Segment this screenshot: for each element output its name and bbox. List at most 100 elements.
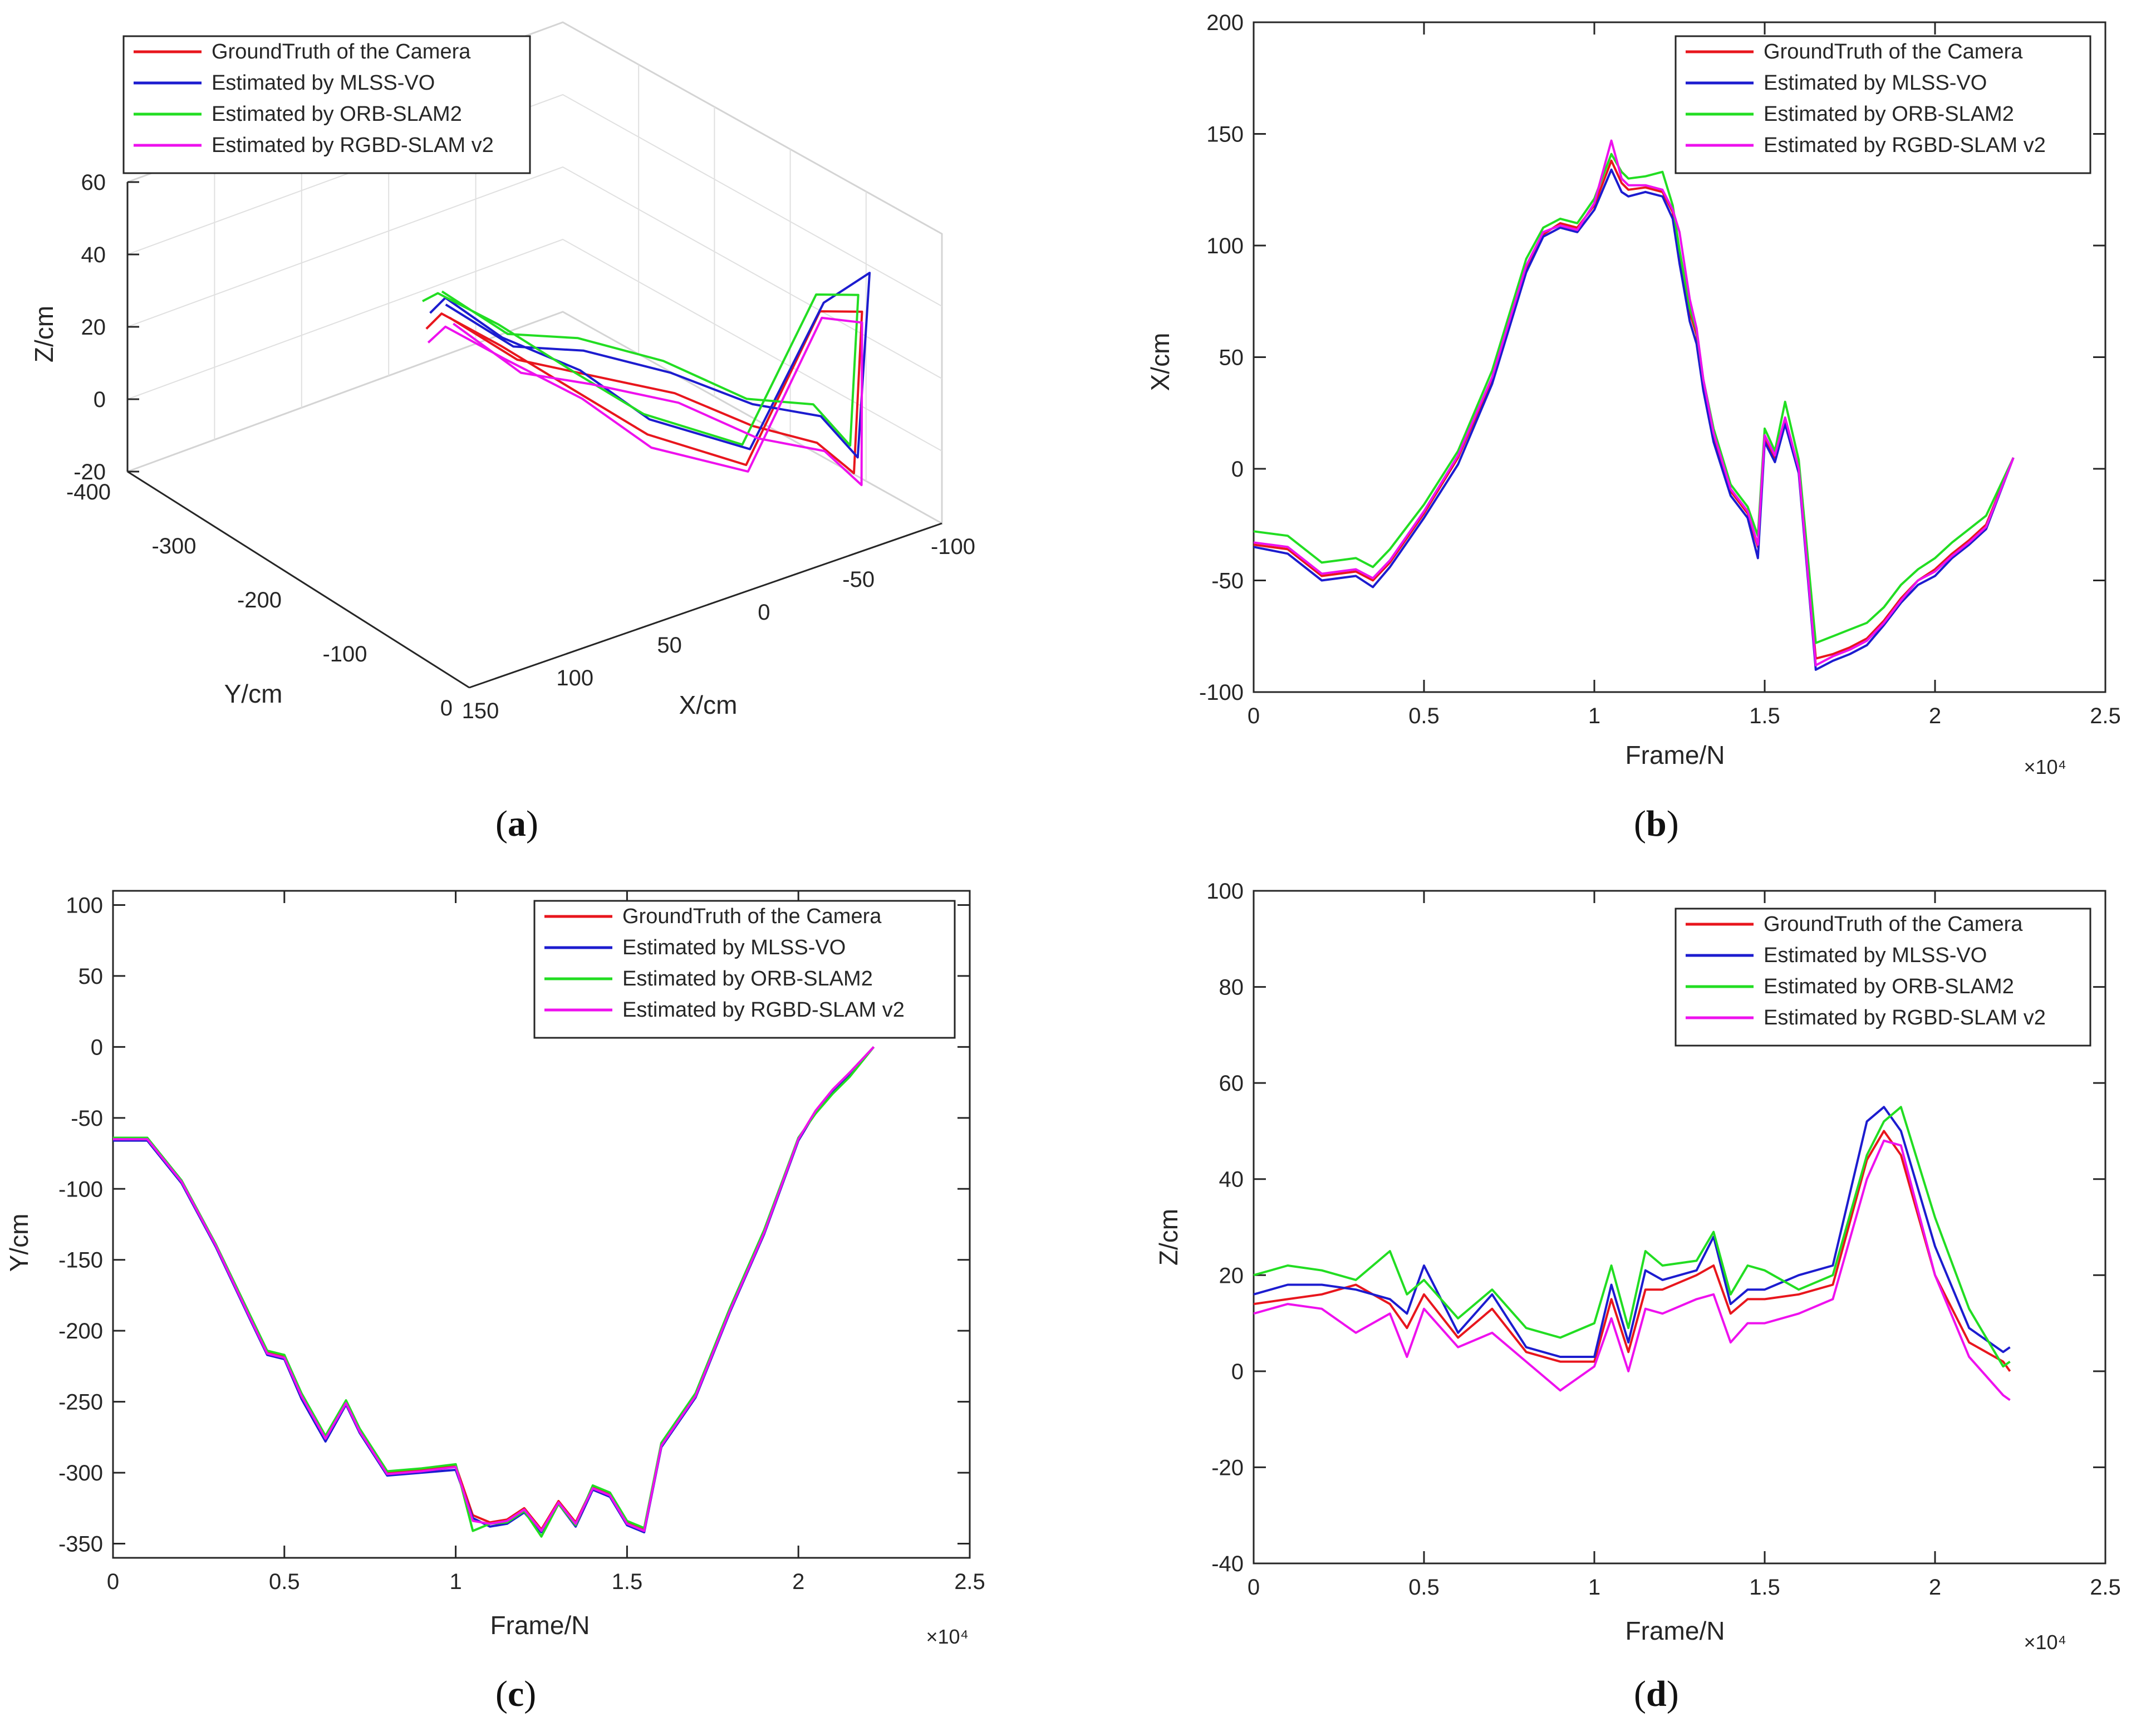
- panel-d-legend-label-orb-slam2: Estimated by ORB-SLAM2: [1764, 975, 2014, 998]
- c-series-mlss-vo: [113, 1046, 875, 1534]
- panel-b-legend-label-rgbd-slam-v2: Estimated by RGBD-SLAM v2: [1764, 134, 2046, 157]
- caption-d: (d): [1634, 1674, 1679, 1714]
- d-axes-box: [1253, 890, 2106, 1565]
- panel-b-ylabel: X/cm: [1146, 333, 1175, 391]
- d-xtick-label: 0.5: [1408, 1575, 1440, 1600]
- b-ytick-label: 100: [1206, 234, 1244, 258]
- b-ytick-label: 150: [1206, 122, 1244, 147]
- c-xtick-label: 0: [107, 1570, 119, 1594]
- panel-a-zlabel: Z/cm: [30, 306, 58, 362]
- panel-b-xlabel: Frame/N: [1626, 741, 1725, 769]
- b-ytick-label: -50: [1211, 569, 1244, 594]
- c-xtick-label: 1: [449, 1570, 461, 1594]
- d-xtick-label: 1.5: [1749, 1575, 1780, 1600]
- b-ytick-label: 200: [1206, 11, 1244, 35]
- panel-c-legend-label-mlss-vo: Estimated by MLSS-VO: [622, 936, 846, 959]
- c-xtick-label: 0.5: [269, 1570, 300, 1594]
- c-ytick-label: -100: [58, 1177, 103, 1202]
- d-xtick-label: 0: [1248, 1575, 1260, 1600]
- c-series-orb-slam2: [113, 1046, 875, 1538]
- panel-a-ztick-label: -20: [73, 460, 106, 484]
- panel-d-legend-label-mlss-vo: Estimated by MLSS-VO: [1764, 944, 1987, 967]
- panel-b-plot: 0 0.5 1 1.5 2 2.5 -100 -50 0 50 100 150 200: [1199, 11, 2121, 728]
- panel-a-xlabel: X/cm: [679, 690, 738, 719]
- panel-a-legend: GroundTruth of the Camera Estimated by ML…: [122, 35, 531, 174]
- b-xtick-label: 0: [1248, 704, 1260, 728]
- panel-a-legend-box: [122, 35, 531, 174]
- panel-d-xlabel: Frame/N: [1626, 1616, 1725, 1645]
- c-xtick-label: 2: [792, 1570, 804, 1594]
- d-series-rgbd-slam-v2: [1253, 1139, 2011, 1401]
- panel-b-legend-label-orb-slam2: Estimated by ORB-SLAM2: [1764, 102, 2014, 126]
- panel-c-plot: 0 0.5 1 1.5 2 2.5 -350 -300 -250 -200 -150 -100 -50 0…: [58, 890, 985, 1594]
- panel-a-gridline: [127, 166, 942, 379]
- panel-a-ticks: 6040200-200-100-200-300-400150100500-50-…: [66, 170, 975, 723]
- c-ytick-label: 100: [66, 893, 103, 918]
- d-ytick-label: 40: [1219, 1168, 1244, 1192]
- panel-d-legend: GroundTruth of the Camera Estimated by ML…: [1675, 908, 2091, 1047]
- panel-a-ytick-label: -400: [66, 480, 111, 504]
- caption-a: (a): [495, 803, 538, 844]
- c-ytick-label: 50: [78, 964, 104, 989]
- panel-a-xtick-label: -100: [931, 534, 975, 559]
- b-series-orb-slam2: [1253, 153, 2015, 644]
- c-series-ground-truth: [113, 1046, 875, 1531]
- c-ytick-label: -350: [58, 1532, 103, 1557]
- b-ytick-label: -100: [1199, 680, 1244, 705]
- b-xtick-label: 2: [1929, 704, 1941, 728]
- caption-b: (b): [1634, 803, 1679, 844]
- d-ytick-label: 20: [1219, 1263, 1244, 1288]
- b-xtick-label: 1.5: [1749, 704, 1780, 728]
- panel-d-legend-label-ground-truth: GroundTruth of the Camera: [1764, 913, 2023, 936]
- panel-a-ztick-label: 60: [81, 170, 106, 195]
- panel-a-ztick-label: 0: [94, 388, 106, 412]
- panel-d-chart: 0 0.5 1 1.5 2 2.5 -40 -20 0 20 40 60 80 100 Z/cm Fram…: [1154, 879, 2121, 1654]
- panel-a-ylabel: Y/cm: [224, 679, 283, 708]
- panel-a-series-mlss-vo: [429, 272, 871, 459]
- d-ytick-label: -20: [1211, 1455, 1244, 1480]
- panel-b-legend-label-mlss-vo: Estimated by MLSS-VO: [1764, 71, 1987, 95]
- d-xtick-label: 2: [1929, 1575, 1941, 1600]
- d-series-orb-slam2: [1253, 1106, 2011, 1368]
- caption-c: (c): [495, 1674, 537, 1714]
- panel-a-3d-chart: 6040200-200-100-200-300-400150100500-50-…: [30, 21, 975, 723]
- panel-a-xtick-label: 50: [657, 633, 682, 658]
- c-xtick-label: 1.5: [612, 1570, 643, 1594]
- panel-a-legend-label-rgbd-slam-v2: Estimated by RGBD-SLAM v2: [212, 134, 494, 157]
- panel-c-legend-label-ground-truth: GroundTruth of the Camera: [622, 905, 882, 928]
- c-ytick-label: -200: [58, 1319, 103, 1343]
- c-ytick-label: -50: [71, 1106, 103, 1131]
- d-ytick-label: 0: [1231, 1360, 1244, 1384]
- panel-a-ztick-label: 40: [81, 243, 106, 267]
- c-ytick-label: -150: [58, 1248, 103, 1273]
- panel-b-legend: GroundTruth of the Camera Estimated by ML…: [1675, 35, 2091, 174]
- d-series-mlss-vo: [1253, 1106, 2011, 1358]
- panel-a-xtick-label: 150: [462, 699, 499, 723]
- panel-d-plot: 0 0.5 1 1.5 2 2.5 -40 -20 0 20 40 60 80 100: [1206, 879, 2121, 1600]
- panel-a-legend-label-orb-slam2: Estimated by ORB-SLAM2: [212, 102, 462, 126]
- panel-a-series-rgbd-slam-v2: [427, 316, 863, 487]
- b-ytick-label: 0: [1231, 457, 1244, 482]
- panel-c-legend-box: [533, 900, 956, 1039]
- panel-a-series-group: [422, 272, 871, 487]
- c-axes-box: [112, 890, 971, 1559]
- b-xtick-label: 1: [1588, 704, 1600, 728]
- panel-b-legend-label-ground-truth: GroundTruth of the Camera: [1764, 40, 2023, 63]
- panel-a-ztick-label: 20: [81, 315, 106, 340]
- panel-c-x-exponent: ×10⁴: [926, 1625, 969, 1648]
- panel-c-chart: 0 0.5 1 1.5 2 2.5 -350 -300 -250 -200 -150 -100 -50 0…: [4, 890, 985, 1648]
- panel-c-xlabel: Frame/N: [490, 1611, 590, 1640]
- d-xtick-label: 2.5: [2090, 1575, 2121, 1600]
- panel-a-series-ground-truth: [425, 310, 863, 474]
- c-xtick-label: 2.5: [954, 1570, 985, 1594]
- panel-a-ytick-label: -200: [237, 588, 282, 612]
- c-ytick-label: 0: [91, 1035, 103, 1060]
- panel-a-gridline: [127, 238, 942, 452]
- c-ytick-label: -250: [58, 1390, 103, 1415]
- panel-a-legend-label-mlss-vo: Estimated by MLSS-VO: [212, 71, 435, 95]
- b-ytick-label: 50: [1219, 346, 1244, 370]
- panel-a-xtick-label: -50: [842, 567, 875, 592]
- b-xtick-label: 0.5: [1408, 704, 1440, 728]
- panel-c-legend-label-rgbd-slam-v2: Estimated by RGBD-SLAM v2: [622, 998, 905, 1022]
